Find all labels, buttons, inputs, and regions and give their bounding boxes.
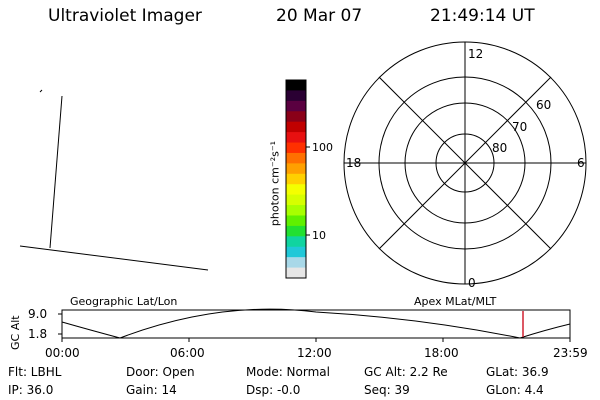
timeline-xtick-1200: 12:00 xyxy=(297,346,332,360)
timeline-ytick-9: 9.0 xyxy=(28,307,48,321)
status-glat: GLat: 36.9 xyxy=(486,365,549,379)
timeline-xtick-0600: 06:00 xyxy=(170,346,205,360)
colorbar-label-10: 10 xyxy=(312,229,326,242)
colorbar-segment xyxy=(286,90,306,102)
status-gc-alt: GC Alt: 2.2 Re xyxy=(364,365,448,379)
timeline-xtick-2359: 23:59 xyxy=(553,346,588,360)
colorbar-segment xyxy=(286,215,306,227)
colorbar-segment xyxy=(286,152,306,164)
status-seq: Seq: 39 xyxy=(364,383,410,397)
timeline-xtick-1800: 18:00 xyxy=(424,346,459,360)
time-label: 21:49:14 UT xyxy=(430,6,535,26)
timeline-frame xyxy=(61,309,571,339)
colorbar-segment xyxy=(286,225,306,237)
colorbar-segment xyxy=(286,163,306,175)
colorbar-segment xyxy=(286,236,306,248)
status-ip: IP: 36.0 xyxy=(8,383,54,397)
colorbar-segment xyxy=(286,194,306,206)
status-mode: Mode: Normal xyxy=(246,365,330,379)
colorbar-segment xyxy=(286,205,306,216)
coast-fragment xyxy=(39,89,43,93)
mlt-label-6: 6 xyxy=(577,156,585,170)
colorbar-segment xyxy=(286,121,306,133)
polar-diagonal-2 xyxy=(378,76,552,250)
altitude-trace xyxy=(61,308,571,339)
status-dsp: Dsp: -0.0 xyxy=(246,383,301,397)
colorbar-segment xyxy=(286,142,306,154)
status-glon: GLon: 4.4 xyxy=(486,383,544,397)
polar-grid xyxy=(343,41,587,285)
colorbar xyxy=(286,80,306,279)
colorbar-segment xyxy=(286,184,306,196)
colorbar-label-100: 100 xyxy=(312,141,333,154)
mlt-label-12: 12 xyxy=(468,47,484,61)
status-flt: Flt: LBHL xyxy=(8,365,62,379)
mlt-label-18: 18 xyxy=(346,156,362,170)
timeline-axis-label: GC Alt xyxy=(9,315,22,350)
geographic-outline xyxy=(19,89,209,271)
timeline-right-label: Apex MLat/MLT xyxy=(414,295,497,308)
colorbar-unit-label: photon cm⁻²s⁻¹ xyxy=(268,140,282,227)
colorbar-segment xyxy=(286,132,306,144)
timeline-ytick-1-8: 1.8 xyxy=(28,327,48,341)
status-door: Door: Open xyxy=(126,365,195,379)
coastline-vertical xyxy=(49,95,63,249)
colorbar-segment xyxy=(286,257,306,269)
lat-label-80: 80 xyxy=(492,141,508,155)
lat-label-70: 70 xyxy=(512,120,528,134)
timeline-xtick-0000: 00:00 xyxy=(45,346,80,360)
colorbar-segment xyxy=(286,80,306,91)
instrument-title: Ultraviolet Imager xyxy=(48,6,202,26)
lat-label-60: 60 xyxy=(536,98,552,112)
colorbar-segment xyxy=(286,173,306,185)
colorbar-segment xyxy=(286,111,306,123)
coastline-horizontal xyxy=(19,245,209,271)
timeline-left-label: Geographic Lat/Lon xyxy=(70,295,178,308)
date-label: 20 Mar 07 xyxy=(276,6,363,26)
mlt-label-0: 0 xyxy=(468,276,476,290)
colorbar-segment xyxy=(286,246,306,258)
colorbar-frame xyxy=(285,79,307,279)
status-gain: Gain: 14 xyxy=(126,383,177,397)
colorbar-segment xyxy=(286,267,306,279)
colorbar-segment xyxy=(286,100,306,112)
